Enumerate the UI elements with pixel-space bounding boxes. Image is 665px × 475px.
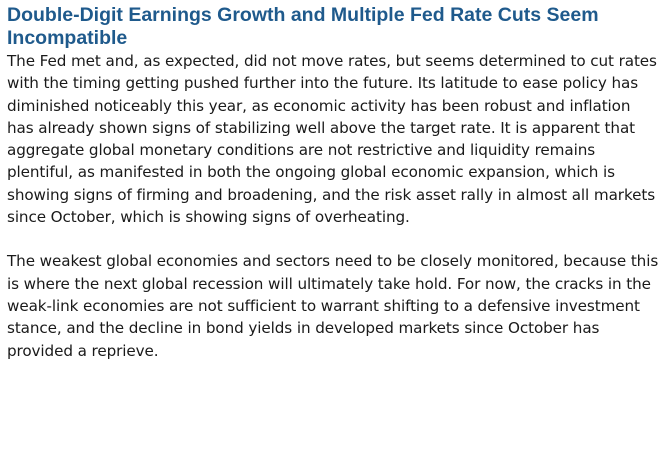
article-heading: Double-Digit Earnings Growth and Multipl… xyxy=(7,4,599,49)
article-paragraph: The Fed met and, as expected, did not mo… xyxy=(7,52,657,227)
article-paragraph: The weakest global economies and sectors… xyxy=(7,252,659,360)
article: Double-Digit Earnings Growth and Multipl… xyxy=(7,4,659,362)
